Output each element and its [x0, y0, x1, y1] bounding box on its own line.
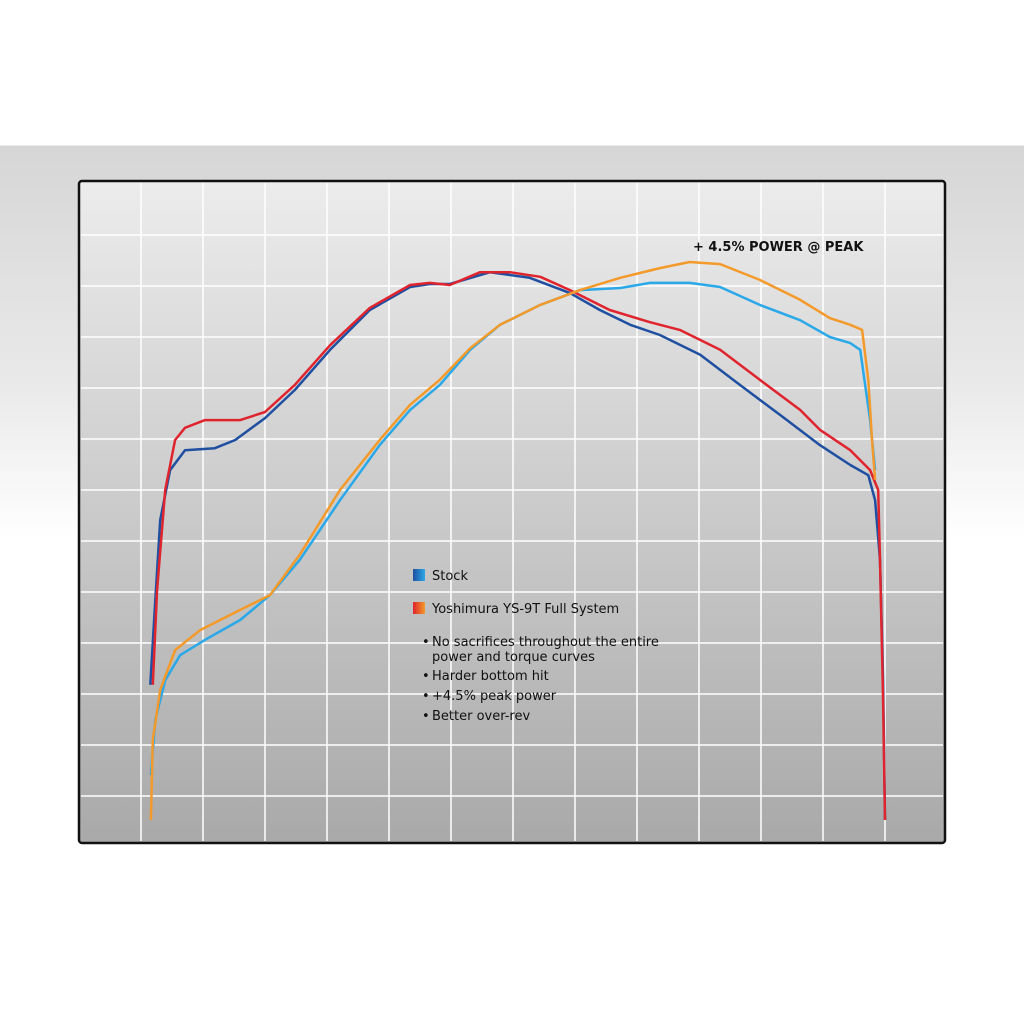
legend-label-stock: Stock	[432, 569, 468, 584]
bullet-3: +4.5% peak power	[432, 689, 557, 704]
bullet-dot: •	[422, 709, 430, 724]
bullet-4: Better over-rev	[432, 709, 530, 724]
bullet-dot: •	[422, 689, 430, 704]
yoshimura-torque-line	[151, 270, 887, 821]
peak-annotation: + 4.5% POWER @ PEAK	[693, 240, 864, 255]
legend-label-yoshimura: Yoshimura YS-9T Full System	[431, 602, 619, 617]
legend: Stock Yoshimura YS-9T Full System • No s…	[413, 569, 659, 724]
bullet-1-line-2: power and torque curves	[432, 650, 595, 665]
bullet-dot: •	[422, 635, 430, 650]
plot-area	[77, 179, 947, 845]
series-lines	[149, 260, 887, 821]
legend-swatch-stock	[413, 569, 425, 581]
bullet-2: Harder bottom hit	[432, 669, 549, 684]
stock-torque-line	[149, 270, 887, 821]
grid	[81, 183, 943, 841]
legend-swatch-yoshimura	[413, 602, 425, 614]
bullet-dot: •	[422, 669, 430, 684]
bullet-1-line-1: No sacrifices throughout the entire	[432, 635, 659, 650]
yoshimura-power-line	[149, 260, 877, 821]
